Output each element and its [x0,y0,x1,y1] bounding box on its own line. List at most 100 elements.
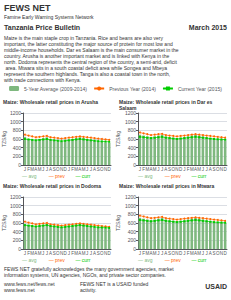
svg-text:1000: 1000 [10,119,21,125]
svg-text:J: J [157,251,159,256]
svg-text:200: 200 [13,153,22,159]
svg-text:M: M [197,251,201,256]
svg-text:J: J [161,167,163,172]
svg-text:1200: 1200 [10,110,21,116]
svg-text:M: M [153,167,157,172]
svg-text:D: D [224,167,228,172]
svg-text:J: J [202,167,204,172]
svg-text:J: J [161,251,163,256]
svg-text:400: 400 [128,229,137,235]
svg-text:200: 200 [128,153,137,159]
svg-text:600: 600 [13,220,22,226]
svg-text:Maize: Wholesale retail prices: Maize: Wholesale retail prices in Dodoma [3,183,101,189]
svg-text:1200: 1200 [10,194,21,200]
svg-text:— prev: — prev [165,173,182,179]
svg-text:A: A [164,167,167,172]
svg-text:J: J [205,167,207,172]
svg-text:600: 600 [13,136,22,142]
svg-text:J: J [139,251,141,256]
svg-text:A: A [209,251,212,256]
svg-text:J: J [68,167,70,172]
svg-text:— curr: — curr [191,173,206,179]
svg-text:1000: 1000 [10,203,21,209]
svg-text:J: J [46,167,48,172]
svg-text:200: 200 [128,237,137,243]
svg-text:1000: 1000 [125,119,136,125]
svg-text:J: J [86,251,88,256]
svg-text:J: J [157,167,159,172]
svg-text:— avg: — avg [22,257,37,263]
svg-text:A: A [49,167,52,172]
svg-text:800: 800 [128,127,137,133]
svg-text:with trade connections with Ke: with trade connections with Kenya. [4,77,81,83]
svg-text:J: J [68,251,70,256]
svg-text:Previous Year (2014): Previous Year (2014) [109,86,156,92]
svg-text:www.fews.net: www.fews.net [4,287,35,293]
svg-text:FEWS NET: FEWS NET [4,3,51,13]
svg-text:400: 400 [13,145,22,151]
svg-text:USAID: USAID [205,283,227,290]
svg-text:5-Year Average (2009-2014): 5-Year Average (2009-2014) [24,86,87,92]
svg-text:Maize: Wholesale retail prices: Maize: Wholesale retail prices in Arusha [3,99,98,105]
svg-text:800: 800 [13,211,22,217]
svg-text:D: D [108,251,112,256]
svg-text:A: A [209,167,212,172]
svg-text:J: J [46,251,48,256]
svg-text:M: M [153,251,157,256]
svg-text:Famine Early Warning Systems N: Famine Early Warning Systems Network [4,14,94,20]
svg-text:M: M [82,167,86,172]
svg-text:J: J [42,167,44,172]
svg-text:— avg: — avg [22,173,37,179]
svg-text:— avg: — avg [138,257,153,263]
svg-text:— prev: — prev [49,173,66,179]
svg-text:1200: 1200 [125,194,136,200]
svg-text:J: J [42,251,44,256]
svg-text:M: M [38,251,42,256]
svg-text:J: J [183,251,185,256]
svg-text:J: J [24,251,26,256]
svg-text:Tanzania Price Bulletin: Tanzania Price Bulletin [4,24,80,31]
svg-text:J: J [90,251,92,256]
svg-text:0: 0 [133,162,136,168]
svg-text:activity.: activity. [80,287,96,293]
svg-text:600: 600 [128,220,137,226]
svg-text:J: J [183,167,185,172]
svg-text:TZS/kg: TZS/kg [1,215,7,231]
svg-text:— curr: — curr [75,173,90,179]
svg-text:A: A [93,167,96,172]
svg-text:400: 400 [128,145,137,151]
svg-text:J: J [202,251,204,256]
svg-text:0: 0 [133,246,136,252]
svg-text:— curr: — curr [75,257,90,263]
svg-text:Maize: Wholesale retail prices: Maize: Wholesale retail prices in Mtwara [119,183,215,189]
svg-text:J: J [90,167,92,172]
svg-text:400: 400 [13,229,22,235]
svg-text:Current Year (2015): Current Year (2015) [178,86,222,92]
svg-text:A: A [164,251,167,256]
svg-text:D: D [108,167,112,172]
svg-text:600: 600 [128,136,137,142]
svg-text:1000: 1000 [125,203,136,209]
svg-text:D: D [224,251,228,256]
svg-text:0: 0 [18,246,21,252]
svg-text:A: A [93,251,96,256]
svg-text:— prev: — prev [165,257,182,263]
svg-text:M: M [82,251,86,256]
svg-text:information systems, UN agenci: information systems, UN agencies, NGOs, … [4,272,166,278]
svg-text:J: J [139,167,141,172]
svg-text:J: J [24,167,26,172]
svg-text:J: J [86,167,88,172]
svg-text:M: M [38,167,42,172]
svg-text:TZS/kg: TZS/kg [1,131,7,147]
svg-text:TZS/kg: TZS/kg [115,131,121,147]
svg-text:— avg: — avg [138,173,153,179]
svg-text:800: 800 [13,127,22,133]
svg-text:200: 200 [13,237,22,243]
svg-text:800: 800 [128,211,137,217]
svg-text:TZS/kg: TZS/kg [115,215,121,231]
svg-text:Salaam: Salaam [119,105,137,111]
svg-text:— prev: — prev [49,257,66,263]
svg-text:— curr: — curr [191,257,206,263]
svg-text:J: J [205,251,207,256]
svg-text:March 2015: March 2015 [189,24,227,31]
